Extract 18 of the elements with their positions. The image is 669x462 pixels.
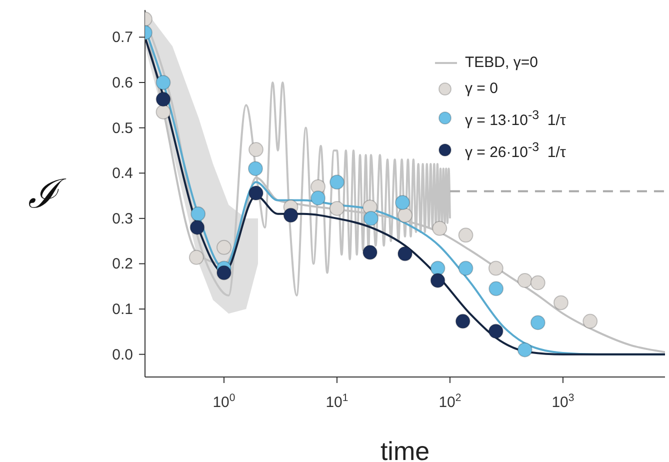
y-tick-label: 0.0 <box>112 346 133 364</box>
y-tick-label: 0.1 <box>112 301 133 318</box>
y-tick-label: 0.4 <box>112 165 133 182</box>
legend-label: γ = 0 <box>465 79 498 99</box>
y-tick-label: 0.2 <box>112 256 133 273</box>
y-axis-title: ℐ <box>28 172 67 218</box>
y-tick-label: 0.3 <box>112 210 133 228</box>
x-tick-label: 10$^{1}$ <box>326 392 348 411</box>
legend-label: γ = 13·10$^{-3}$ 1/τ <box>465 107 566 131</box>
x-axis-title: time <box>380 436 430 462</box>
legend-label: γ = 26·10$^{-3}$ 1/τ <box>465 139 566 163</box>
legend-label: TEBD, γ=0 <box>465 53 538 73</box>
x-tick-label: 10$^{2}$ <box>438 392 462 411</box>
x-tick-label: 10$^{3}$ <box>552 392 574 411</box>
y-tick-label: 0.6 <box>112 74 133 92</box>
x-tick-label: 10$^{0}$ <box>212 392 236 411</box>
y-tick-label: 0.7 <box>112 29 133 46</box>
y-tick-label: 0.5 <box>112 120 133 137</box>
